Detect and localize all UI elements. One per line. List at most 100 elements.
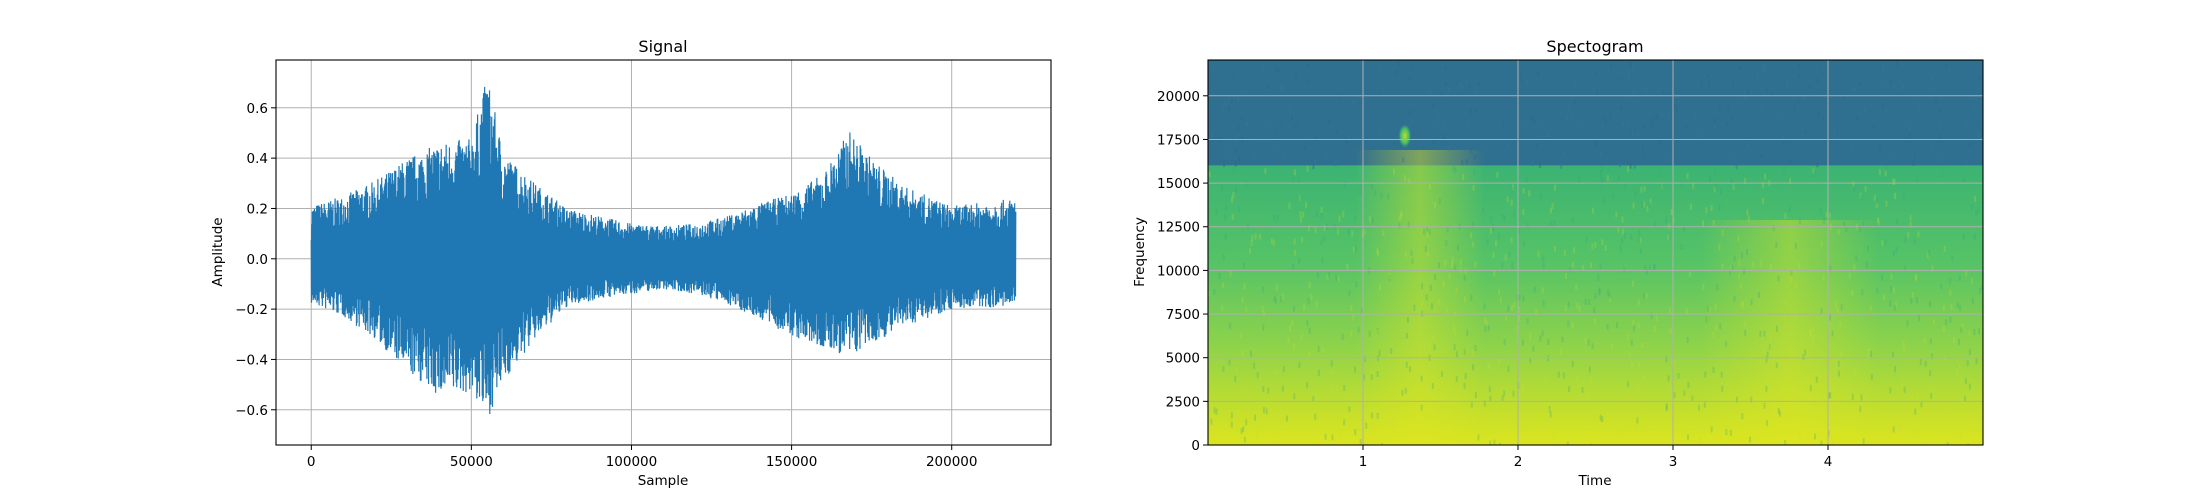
- spectrogram-texture-cell: [1956, 369, 1959, 376]
- spectrogram-texture-cell: [1323, 235, 1326, 242]
- spectrogram-texture-cell: [1490, 216, 1493, 223]
- spectrogram-texture-cell: [1735, 396, 1738, 403]
- spectrogram-texture-cell: [1911, 160, 1914, 166]
- spectrogram-texture-cell: [1974, 196, 1977, 203]
- signal-x-label: Sample: [638, 473, 689, 489]
- spectrogram-texture-cell: [1529, 357, 1532, 364]
- spectrogram-texture-cell: [1741, 413, 1744, 420]
- spectrogram-texture-cell: [1521, 384, 1524, 391]
- signal-plot-frame: [275, 59, 1052, 446]
- spectrogram-texture-cell: [1808, 328, 1811, 335]
- spectrogram-texture-cell: [1470, 401, 1473, 408]
- spectrogram-texture-cell: [1452, 325, 1455, 332]
- spectrogram-texture-cell: [1969, 426, 1972, 433]
- spectrogram-texture-cell: [1700, 414, 1703, 421]
- spectrogram-texture-cell: [1864, 185, 1867, 192]
- spectrogram-texture-cell: [1228, 359, 1231, 366]
- spectrogram-texture-cell: [1629, 163, 1632, 169]
- spectrogram-texture-cell: [1492, 252, 1495, 259]
- spectrogram-texture-cell: [1835, 360, 1838, 367]
- spectrogram-texture-cell: [1712, 219, 1715, 226]
- spectrogram-texture-cell: [1618, 408, 1621, 415]
- spectrogram-texture-cell: [1684, 393, 1687, 400]
- spectrogram-texture-cell: [1398, 222, 1401, 229]
- spectrogram-texture-cell: [1215, 408, 1218, 415]
- spectrogram-texture-cell: [1265, 122, 1268, 128]
- spectrogram-texture-cell: [1869, 413, 1872, 420]
- spectrogram-texture-cell: [1522, 295, 1525, 302]
- spectrogram-texture-cell: [1695, 133, 1698, 139]
- spectrogram-texture-cell: [1778, 410, 1781, 417]
- spectrogram-texture-cell: [1744, 178, 1747, 185]
- spectrogram-texture-cell: [1293, 393, 1296, 400]
- spectrogram-texture-cell: [1929, 370, 1932, 377]
- spectrogram-texture-cell: [1784, 213, 1787, 220]
- spectrogram-texture-cell: [1581, 386, 1584, 393]
- spectrogram-texture-cell: [1968, 348, 1971, 355]
- spectrogram-texture-cell: [1621, 216, 1624, 223]
- spectrogram-texture-cell: [1866, 353, 1869, 360]
- spectrogram-texture-cell: [1404, 251, 1407, 258]
- spectrogram-texture-cell: [1632, 64, 1635, 70]
- spectrogram-texture-cell: [1308, 134, 1311, 140]
- spectrogram-texture-cell: [1659, 140, 1662, 146]
- spectrogram-texture-cell: [1639, 237, 1642, 244]
- spectrogram-texture-cell: [1638, 361, 1641, 368]
- spectrogram-texture-cell: [1273, 215, 1276, 222]
- spectrogram-texture-cell: [1652, 116, 1655, 122]
- spectrogram-texture-cell: [1472, 222, 1475, 229]
- spectrogram-texture-cell: [1645, 292, 1648, 299]
- spectrogram-texture-cell: [1730, 115, 1733, 121]
- spectrogram-texture-cell: [1746, 249, 1749, 256]
- spectrogram-texture-cell: [1671, 65, 1674, 71]
- spectrogram-texture-cell: [1644, 264, 1647, 271]
- spectrogram-texture-cell: [1359, 133, 1362, 139]
- spectrogram-texture-cell: [1320, 213, 1323, 220]
- spectrogram-texture-cell: [1431, 382, 1434, 389]
- spectrogram-texture-cell: [1581, 124, 1584, 130]
- spectrogram-texture-cell: [1503, 390, 1506, 397]
- spectrogram-texture-cell: [1341, 333, 1344, 340]
- spectrogram-texture-cell: [1221, 305, 1224, 312]
- spectrogram-texture-cell: [1822, 274, 1825, 281]
- spectrogram-texture-cell: [1451, 256, 1454, 263]
- spectrogram-texture-cell: [1262, 138, 1265, 144]
- spectrogram-texture-cell: [1881, 240, 1884, 247]
- spectrogram-texture-cell: [1601, 239, 1604, 246]
- spectrogram-x-tick-label: 3: [1669, 454, 1678, 470]
- spectrogram-texture-cell: [1950, 409, 1953, 416]
- spectrogram-texture-cell: [1585, 235, 1588, 242]
- spectrogram-texture-cell: [1769, 263, 1772, 270]
- spectrogram-texture-cell: [1645, 425, 1648, 432]
- spectrogram-texture-cell: [1426, 226, 1429, 233]
- spectrogram-texture-cell: [1578, 176, 1581, 183]
- spectrogram-texture-cell: [1828, 392, 1831, 399]
- spectrogram-texture-cell: [1914, 408, 1917, 415]
- spectrogram-texture-cell: [1963, 395, 1966, 402]
- spectrogram-texture-cell: [1752, 262, 1755, 269]
- spectrogram-texture-cell: [1472, 349, 1475, 356]
- spectrogram-texture-cell: [1693, 404, 1696, 411]
- spectrogram-texture-cell: [1820, 440, 1823, 445]
- spectrogram-texture-cell: [1763, 330, 1766, 337]
- spectrogram-texture-cell: [1669, 307, 1672, 314]
- spectrogram-texture-cell: [1822, 217, 1825, 224]
- spectrogram-texture-cell: [1507, 305, 1510, 312]
- spectrogram-texture-cell: [1731, 265, 1734, 272]
- spectrogram-texture-cell: [1626, 333, 1629, 340]
- spectrogram-texture-cell: [1701, 220, 1704, 227]
- spectrogram-texture-cell: [1788, 206, 1791, 213]
- spectrogram-texture-cell: [1224, 214, 1227, 221]
- spectrogram-texture-cell: [1671, 79, 1674, 85]
- spectrogram-texture-cell: [1747, 399, 1750, 406]
- spectrogram-texture-cell: [1298, 361, 1301, 368]
- spectrogram-texture-cell: [1338, 215, 1341, 222]
- spectrogram-texture-cell: [1578, 305, 1581, 312]
- spectrogram-texture-cell: [1794, 312, 1797, 319]
- spectrogram-texture-cell: [1262, 324, 1265, 331]
- spectrogram-texture-cell: [1892, 178, 1895, 185]
- spectrogram-texture-cell: [1363, 419, 1366, 426]
- spectrogram-texture-cell: [1929, 384, 1932, 391]
- spectrogram-texture-cell: [1730, 178, 1733, 185]
- spectrogram-texture-cell: [1510, 304, 1513, 311]
